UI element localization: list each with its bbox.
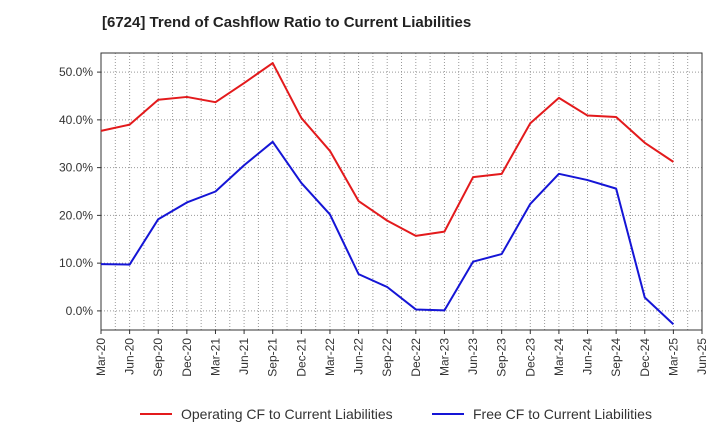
- x-tick-label: Sep-23: [495, 338, 509, 377]
- x-tick-label: Sep-21: [266, 338, 280, 377]
- x-tick-label: Sep-24: [609, 338, 623, 377]
- x-tick-label: Sep-22: [380, 338, 394, 377]
- x-tick-label: Mar-23: [437, 338, 451, 376]
- x-tick-label: Dec-22: [409, 338, 423, 377]
- series-line-2: [100, 140, 675, 326]
- x-tick-label: Jun-25: [695, 338, 709, 375]
- x-tick-label: Mar-25: [666, 338, 680, 376]
- y-tick-label: 20.0%: [59, 208, 93, 222]
- x-tick-label: Dec-23: [523, 338, 537, 377]
- x-tick-label: Sep-20: [151, 338, 165, 377]
- legend-label-1: Operating CF to Current Liabilities: [181, 406, 393, 422]
- x-tick-label: Jun-21: [237, 338, 251, 375]
- series-line-1: [100, 62, 674, 237]
- x-tick-label: Dec-20: [180, 338, 194, 377]
- plot-frame: [100, 52, 703, 331]
- y-tick-label: 40.0%: [59, 113, 93, 127]
- x-tick-label: Jun-22: [352, 338, 366, 375]
- legend-label-2: Free CF to Current Liabilities: [473, 406, 652, 422]
- y-tick-label: 0.0%: [66, 304, 94, 318]
- x-tick-label: Jun-23: [466, 338, 480, 375]
- x-tick-label: Jun-24: [581, 338, 595, 375]
- y-tick-label: 50.0%: [59, 65, 93, 79]
- x-tick-label: Mar-24: [552, 338, 566, 376]
- x-tick-label: Dec-21: [294, 338, 308, 377]
- x-tick-label: Mar-21: [208, 338, 222, 376]
- chart-title: [6724] Trend of Cashflow Ratio to Curren…: [102, 14, 472, 31]
- y-tick-label: 10.0%: [59, 256, 93, 270]
- x-tick-label: Mar-20: [94, 338, 108, 376]
- x-tick-label: Mar-22: [323, 338, 337, 376]
- y-tick-label: 30.0%: [59, 161, 93, 175]
- x-tick-label: Jun-20: [123, 338, 137, 375]
- x-tick-label: Dec-24: [638, 338, 652, 377]
